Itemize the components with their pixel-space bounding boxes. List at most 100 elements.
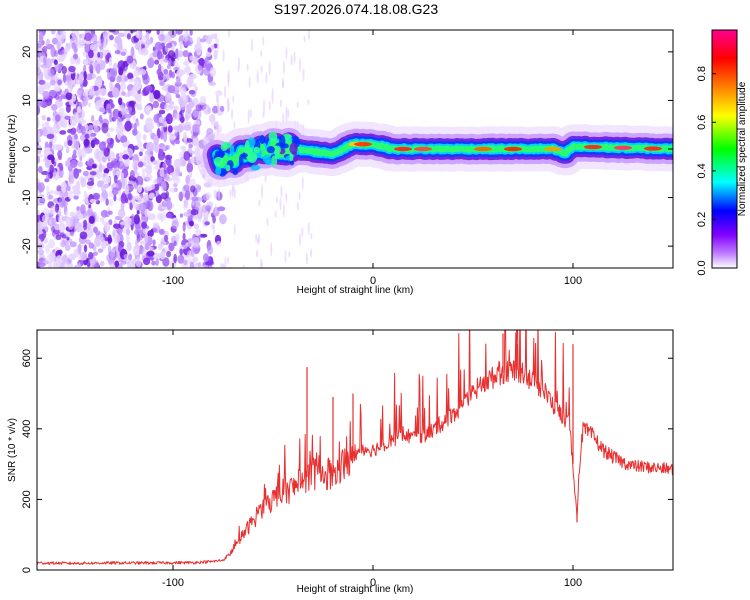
noise-streak xyxy=(279,197,282,211)
noise-blob xyxy=(195,104,202,112)
noise-blob xyxy=(166,93,172,100)
noise-blob xyxy=(166,250,172,258)
noise-blob xyxy=(179,69,186,76)
noise-blob xyxy=(159,168,165,178)
noise-blob xyxy=(173,183,178,188)
noise-blob xyxy=(96,63,101,74)
noise-blob xyxy=(78,74,84,85)
noise-blob xyxy=(108,30,116,33)
noise-blob xyxy=(77,161,84,168)
noise-blob xyxy=(139,147,145,152)
noise-blob xyxy=(166,42,173,49)
noise-blob xyxy=(188,89,196,95)
noise-blob xyxy=(46,117,51,122)
noise-blob xyxy=(85,73,93,81)
noise-blob xyxy=(51,37,59,45)
noise-blob xyxy=(188,143,193,149)
noise-blob xyxy=(116,75,122,83)
noise-blob xyxy=(74,37,82,46)
noise-blob xyxy=(37,238,42,246)
noise-blob xyxy=(82,170,90,177)
noise-blob xyxy=(93,125,99,134)
noise-blob xyxy=(208,81,217,86)
noise-blob xyxy=(108,219,113,226)
noise-blob xyxy=(175,113,181,120)
noise-streak xyxy=(256,70,259,85)
noise-blob xyxy=(183,61,189,66)
noise-blob xyxy=(173,240,177,247)
noise-blob xyxy=(61,66,68,75)
noise-blob xyxy=(154,41,163,51)
noise-blob xyxy=(120,108,128,116)
noise-blob xyxy=(207,245,214,255)
spectrogram-ridge xyxy=(195,120,673,188)
noise-blob xyxy=(133,80,142,91)
ridge-clutter xyxy=(244,140,250,151)
noise-blob xyxy=(194,42,203,54)
noise-streak xyxy=(307,221,310,235)
noise-blob xyxy=(186,162,194,173)
noise-streak xyxy=(287,109,290,119)
noise-blob xyxy=(182,50,189,58)
noise-streak xyxy=(279,99,282,108)
noise-blob xyxy=(120,135,128,144)
noise-blob xyxy=(121,260,127,265)
noise-blob xyxy=(109,138,114,149)
colorbar-tick-label: 0.6 xyxy=(696,115,708,130)
noise-blob xyxy=(37,178,41,184)
noise-blob xyxy=(46,133,55,139)
noise-blob xyxy=(195,229,202,236)
ridge-clutter xyxy=(259,135,266,144)
noise-blob xyxy=(111,187,119,196)
noise-blob xyxy=(213,49,218,60)
noise-blob xyxy=(37,67,42,76)
noise-blob xyxy=(139,105,143,111)
noise-blob xyxy=(80,204,86,215)
noise-blob xyxy=(84,32,92,42)
noise-blob xyxy=(65,146,70,154)
noise-blob xyxy=(182,232,186,241)
noise-blob xyxy=(44,178,50,183)
ridge-clutter xyxy=(262,154,271,164)
noise-streak xyxy=(290,54,293,66)
noise-blob xyxy=(132,128,138,136)
noise-blob xyxy=(204,57,210,63)
noise-blob xyxy=(182,32,188,43)
noise-blob xyxy=(49,189,55,195)
noise-blob xyxy=(153,113,160,124)
noise-blob xyxy=(163,120,168,128)
noise-blob xyxy=(186,77,192,89)
noise-blob xyxy=(112,87,119,98)
noise-streak xyxy=(224,256,227,268)
noise-blob xyxy=(38,79,46,85)
noise-blob xyxy=(106,162,114,169)
noise-blob xyxy=(126,105,133,113)
noise-blob xyxy=(99,197,105,203)
noise-blob xyxy=(76,206,80,211)
colorbar-gradient xyxy=(711,29,738,269)
noise-blob xyxy=(121,178,126,190)
noise-blob xyxy=(112,229,116,238)
ridge-hotspot xyxy=(354,141,372,147)
noise-blob xyxy=(182,221,186,232)
noise-streak xyxy=(227,98,230,113)
noise-blob xyxy=(194,86,198,92)
noise-blob xyxy=(190,185,196,193)
noise-blob xyxy=(132,115,136,122)
noise-blob xyxy=(145,39,152,46)
y-tick-label: 400 xyxy=(21,420,33,438)
noise-blob xyxy=(135,175,144,187)
noise-blob xyxy=(212,105,219,114)
noise-blob xyxy=(94,230,101,236)
noise-streak xyxy=(215,32,218,43)
noise-blob xyxy=(144,173,153,181)
colorbar-tick-label: 0.4 xyxy=(696,163,708,178)
noise-blob xyxy=(151,260,157,266)
noise-blob xyxy=(84,133,90,139)
noise-blob xyxy=(182,131,187,141)
noise-blob xyxy=(39,197,46,204)
noise-streak xyxy=(222,49,225,62)
noise-blob xyxy=(190,209,199,216)
noise-blob xyxy=(91,163,97,169)
noise-streak xyxy=(285,46,288,60)
